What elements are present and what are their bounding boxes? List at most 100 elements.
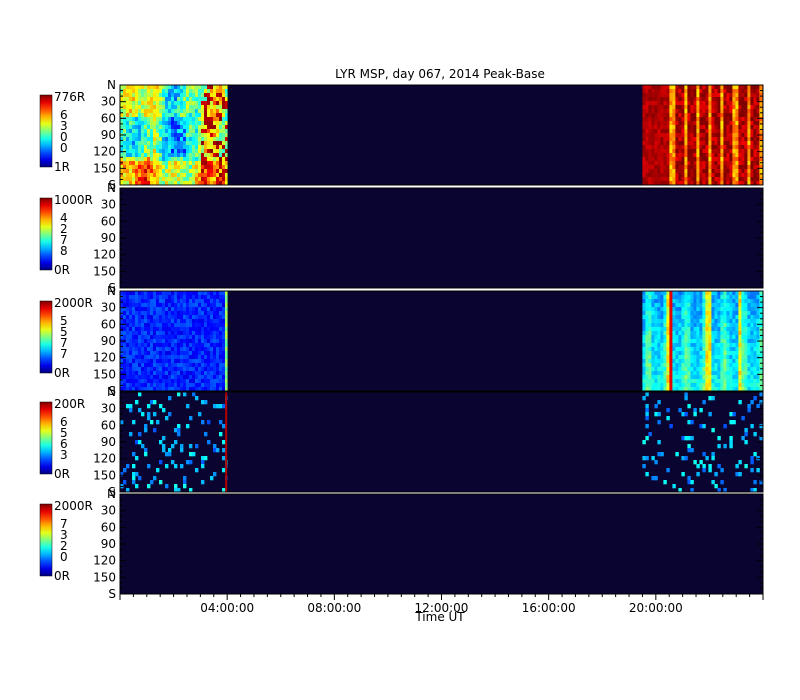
heatmap-cell (207, 440, 211, 445)
heatmap-cell (726, 339, 730, 344)
heatmap-cell (735, 311, 739, 316)
heatmap-cell (720, 319, 724, 324)
heatmap-cell (696, 137, 700, 142)
heatmap-cell (192, 89, 196, 94)
heatmap-cell (198, 165, 202, 170)
heatmap-cell (144, 141, 148, 146)
heatmap-cell (222, 323, 226, 328)
heatmap-cell (756, 387, 760, 392)
heatmap-cell (162, 375, 166, 380)
heatmap-cell (198, 351, 202, 356)
heatmap-cell (195, 323, 199, 328)
heatmap-cell (213, 311, 217, 316)
heatmap-cell (123, 319, 127, 324)
heatmap-cell (711, 141, 715, 146)
heatmap-cell (690, 157, 694, 162)
heatmap-cell (696, 161, 700, 166)
heatmap-cell (735, 464, 739, 469)
heatmap-cell (210, 379, 214, 384)
heatmap-cell (135, 157, 139, 162)
heatmap-cell (726, 89, 730, 94)
heatmap-cell (660, 97, 664, 102)
heatmap-cell (705, 303, 709, 308)
heatmap-cell (183, 121, 187, 126)
heatmap-cell (759, 480, 763, 485)
heatmap-cell (123, 355, 127, 360)
heatmap-cell (222, 145, 226, 150)
heatmap-cell (192, 137, 196, 142)
heatmap-cell (648, 141, 652, 146)
heatmap-cell (150, 157, 154, 162)
heatmap-cell (645, 145, 649, 150)
colorbar-digit: 3 (60, 119, 68, 133)
heatmap-cell (750, 347, 754, 352)
heatmap-cell (690, 169, 694, 174)
heatmap-cell (132, 137, 136, 142)
heatmap-cell (201, 109, 205, 114)
heatmap-cell (681, 472, 685, 477)
heatmap-cell (648, 161, 652, 166)
heatmap-cell (660, 311, 664, 316)
heatmap-cell (135, 472, 139, 477)
heatmap-cell (186, 177, 190, 182)
heatmap-cell (213, 351, 217, 356)
heatmap-cell (210, 169, 214, 174)
heatmap-cell (186, 89, 190, 94)
heatmap-cell (702, 121, 706, 126)
heatmap-cell (222, 125, 226, 130)
heatmap-cell (729, 157, 733, 162)
heatmap-cell (657, 291, 661, 296)
heatmap-cell (198, 307, 202, 312)
heatmap-cell (123, 117, 127, 122)
heatmap-cell (753, 157, 757, 162)
heatmap-cell (135, 165, 139, 170)
heatmap-cell (180, 327, 184, 332)
heatmap-cell (153, 157, 157, 162)
heatmap-cell (189, 371, 193, 376)
heatmap-cell (687, 121, 691, 126)
heatmap-cell (717, 299, 721, 304)
heatmap-cell (669, 424, 673, 429)
heatmap-cell (753, 347, 757, 352)
heatmap-cell (183, 383, 187, 388)
heatmap-cell (120, 125, 124, 130)
heatmap-cell (651, 169, 655, 174)
heatmap-cell (726, 93, 730, 98)
heatmap-cell (678, 181, 682, 186)
heatmap-cell (138, 476, 142, 481)
heatmap-cell (150, 291, 154, 296)
panel-2-background (120, 188, 763, 288)
heatmap-cell (648, 303, 652, 308)
y-tick-label: 120 (93, 248, 116, 262)
heatmap-cell (123, 315, 127, 320)
heatmap-cell (129, 161, 133, 166)
heatmap-cell (759, 129, 763, 134)
heatmap-cell (129, 347, 133, 352)
heatmap-cell (123, 291, 127, 296)
heatmap-cell (219, 420, 223, 425)
heatmap-cell (219, 315, 223, 320)
heatmap-cell (744, 383, 748, 388)
heatmap-cell (675, 291, 679, 296)
heatmap-cell (216, 113, 220, 118)
heatmap-cell (222, 347, 226, 352)
heatmap-cell (198, 319, 202, 324)
heatmap-cell (714, 109, 718, 114)
heatmap-cell (171, 145, 175, 150)
heatmap-cell (663, 105, 667, 110)
heatmap-cell (651, 371, 655, 376)
heatmap-cell (189, 379, 193, 384)
heatmap-cell (723, 97, 727, 102)
heatmap-cell (183, 347, 187, 352)
heatmap-cell (663, 343, 667, 348)
heatmap-cell (738, 113, 742, 118)
heatmap-cell (732, 93, 736, 98)
heatmap-cell (687, 89, 691, 94)
heatmap-cell (147, 379, 151, 384)
heatmap-cell (696, 363, 700, 368)
heatmap-cell (654, 383, 658, 388)
heatmap-cell (690, 331, 694, 336)
heatmap-cell (690, 480, 694, 485)
heatmap-cell (729, 351, 733, 356)
heatmap-cell (144, 133, 148, 138)
